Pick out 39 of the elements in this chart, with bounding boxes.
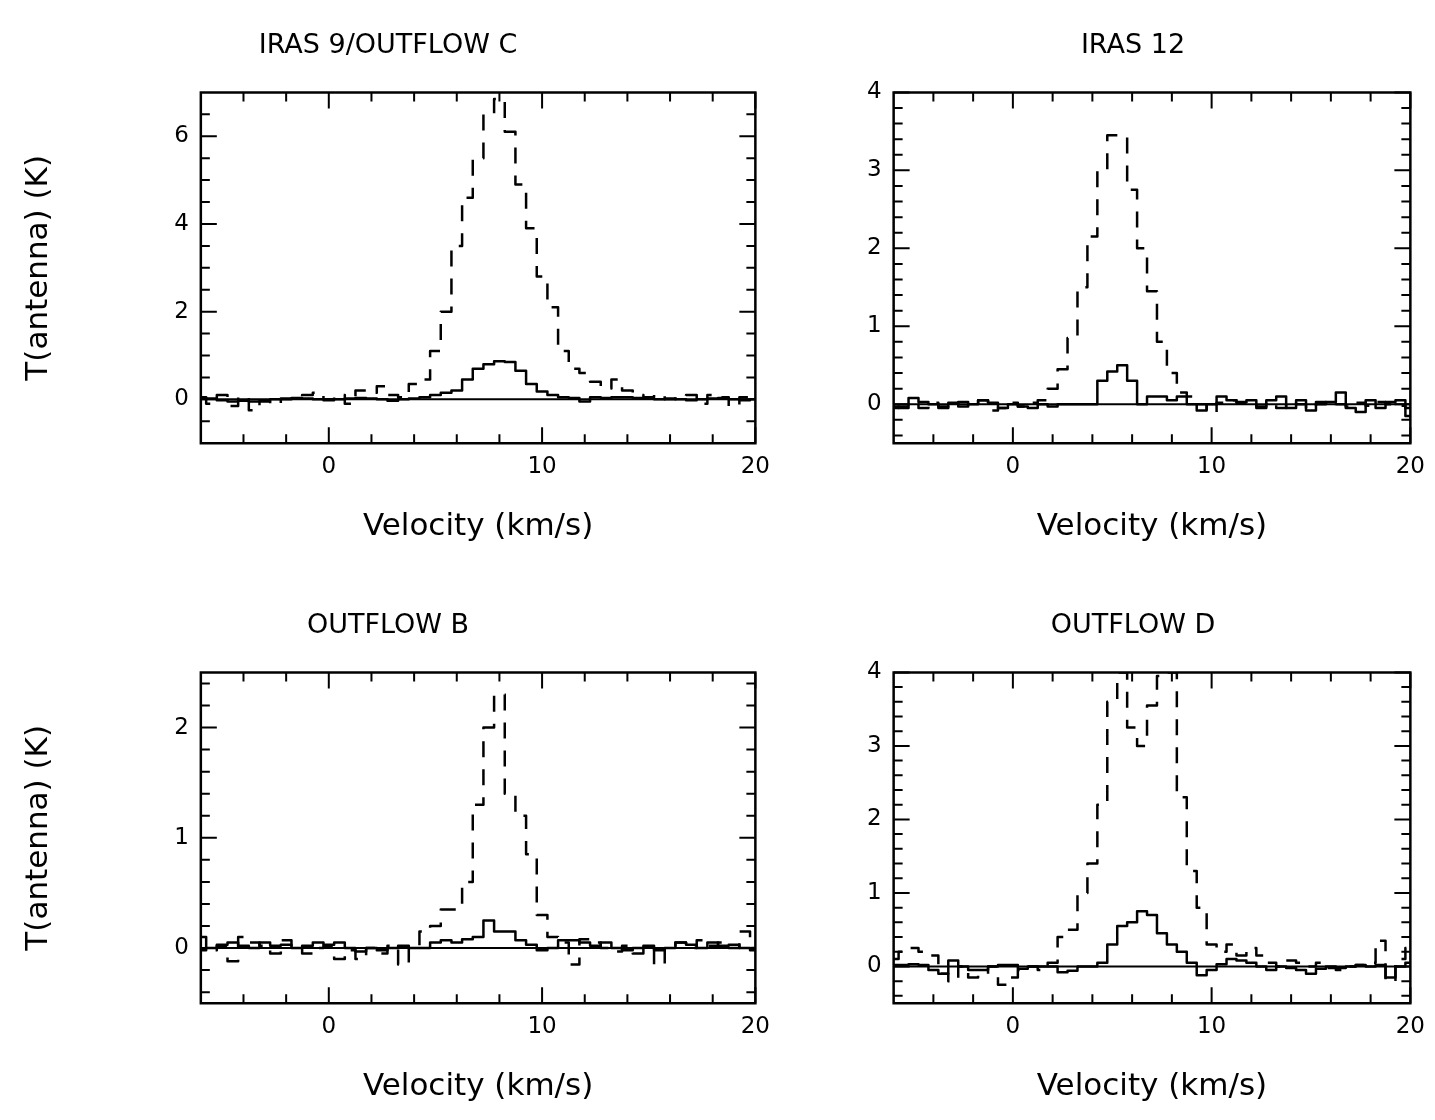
- x-tick-label: 20: [740, 1011, 771, 1038]
- x-tick-label: 0: [321, 1011, 337, 1038]
- y-tick-label: 0: [866, 389, 882, 416]
- y-tick-label: 4: [866, 657, 882, 684]
- x-tick-label: 10: [1196, 451, 1227, 478]
- x-tick-label: 0: [321, 451, 337, 478]
- x-tick-label: 10: [527, 1011, 557, 1038]
- x-tick-label: 10: [1196, 1011, 1227, 1038]
- x-axis-title: Velocity (km/s): [1036, 1066, 1268, 1103]
- x-tick-label: 20: [1395, 1011, 1426, 1038]
- y-axis-title: T(antenna) (K): [17, 724, 54, 952]
- y-tick-label: 1: [866, 877, 882, 904]
- x-tick-label: 10: [527, 451, 557, 478]
- y-axis-title: T(antenna) (K): [17, 154, 54, 382]
- x-axis-title: Velocity (km/s): [1036, 506, 1268, 543]
- y-tick-label: 2: [174, 296, 189, 323]
- y-tick-label: 1: [174, 822, 189, 849]
- y-tick-label: 2: [866, 233, 882, 260]
- x-axis-title: Velocity (km/s): [362, 506, 594, 543]
- x-tick-label: 0: [1005, 1011, 1021, 1038]
- y-tick-label: 3: [866, 730, 882, 757]
- y-tick-label: 6: [174, 121, 189, 148]
- chart-title: IRAS 9/OUTFLOW C: [258, 28, 518, 60]
- y-tick-label: 1: [866, 311, 882, 338]
- chart-title: OUTFLOW D: [1050, 608, 1216, 640]
- y-tick-label: 2: [174, 712, 189, 739]
- x-tick-label: 20: [740, 451, 771, 478]
- y-tick-label: 0: [866, 951, 882, 978]
- y-tick-label: 4: [866, 77, 882, 104]
- x-axis-title: Velocity (km/s): [362, 1066, 594, 1103]
- chart-title: IRAS 12: [1080, 28, 1186, 60]
- chart-title: OUTFLOW B: [306, 608, 470, 640]
- y-tick-label: 0: [174, 933, 189, 960]
- y-tick-label: 0: [174, 384, 189, 411]
- x-tick-label: 20: [1395, 451, 1426, 478]
- y-tick-label: 2: [866, 804, 882, 831]
- y-tick-label: 3: [866, 155, 882, 182]
- x-tick-label: 0: [1005, 451, 1021, 478]
- y-tick-label: 4: [174, 208, 189, 235]
